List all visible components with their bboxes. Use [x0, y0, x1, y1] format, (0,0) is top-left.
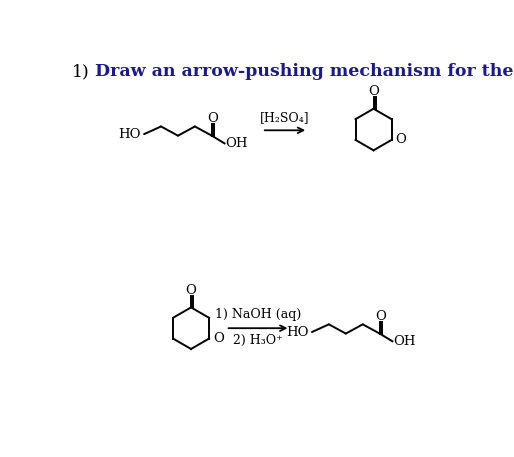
Text: O: O	[395, 133, 406, 146]
Text: 2) H₃O⁺: 2) H₃O⁺	[233, 334, 283, 346]
Text: O: O	[207, 112, 218, 125]
Text: 1): 1)	[71, 63, 89, 80]
Text: O: O	[213, 332, 224, 345]
Text: OH: OH	[225, 137, 248, 150]
Text: O: O	[375, 310, 386, 323]
Text: O: O	[186, 284, 196, 297]
Text: O: O	[368, 85, 379, 98]
Text: HO: HO	[119, 128, 141, 141]
Text: [H₂SO₄]: [H₂SO₄]	[260, 111, 310, 124]
Text: Draw an arrow-pushing mechanism for the reactions shown below.: Draw an arrow-pushing mechanism for the …	[95, 63, 514, 80]
Text: HO: HO	[286, 325, 309, 339]
Text: 1) NaOH (aq): 1) NaOH (aq)	[215, 308, 301, 321]
Text: OH: OH	[393, 335, 416, 348]
